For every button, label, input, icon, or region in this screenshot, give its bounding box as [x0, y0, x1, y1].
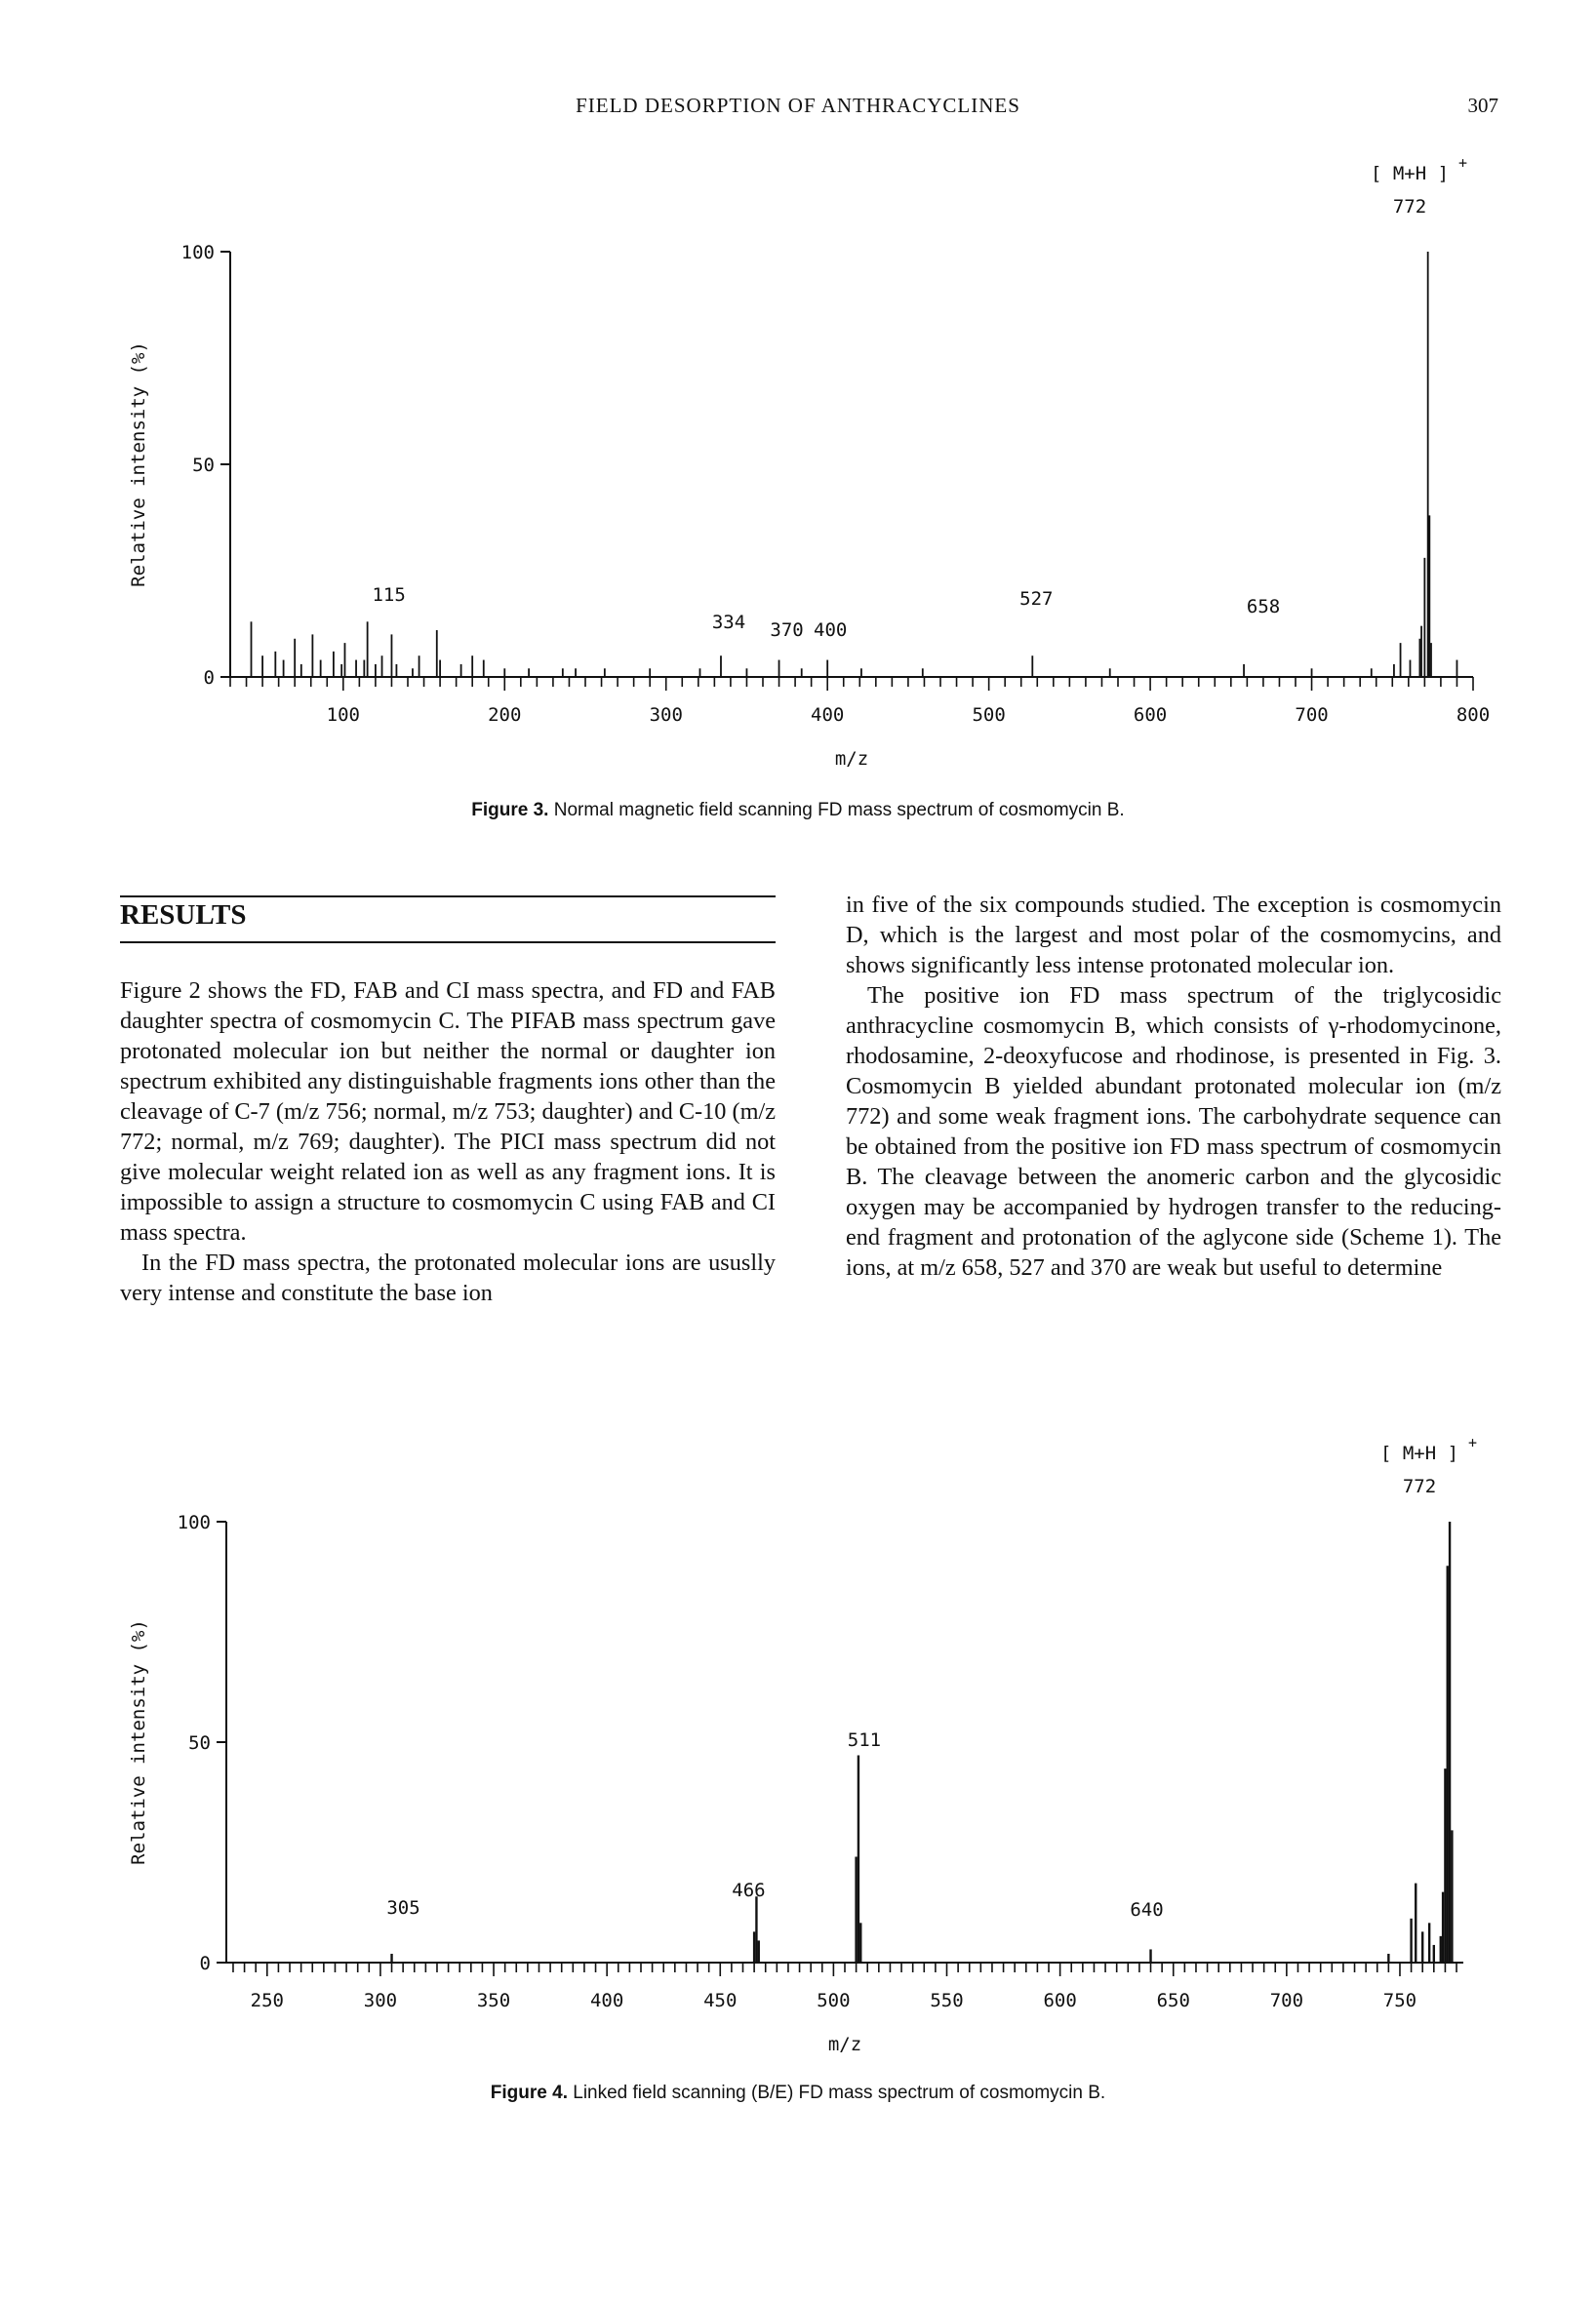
x-tick-label: 400: [811, 704, 844, 726]
peak-label: 115: [372, 584, 405, 606]
molecular-ion-value: 772: [1403, 1476, 1436, 1497]
figure-3-caption: Figure 3. Normal magnetic field scanning…: [0, 800, 1596, 821]
x-tick-label: 300: [650, 704, 683, 726]
y-axis-label: Relative intensity (%): [128, 1619, 149, 1865]
figure-4: 100 50 0 250 300 350 400 450 500 550 600 650 700 750 R…: [0, 1434, 1596, 2097]
results-left-paragraph-2: In the FD mass spectra, the protonated m…: [120, 1250, 776, 1306]
x-tick-label: 400: [590, 1990, 623, 2011]
running-title: FIELD DESORPTION OF ANTHRACYCLINES: [576, 94, 1020, 117]
x-tick-label: 300: [364, 1990, 397, 2011]
figure-4-caption-text: Linked field scanning (B/E) FD mass spec…: [567, 2083, 1106, 2103]
x-tick-label: 700: [1295, 704, 1328, 726]
peak-label: 305: [386, 1897, 419, 1919]
peak-label: 370: [770, 619, 803, 641]
molecular-ion-value: 772: [1393, 196, 1426, 218]
x-axis-label: m/z: [835, 748, 868, 770]
peak-label: 400: [814, 619, 847, 641]
y-tick-label: 50: [192, 455, 215, 476]
peak-label: 334: [712, 612, 745, 633]
figure-3-caption-text: Normal magnetic field scanning FD mass s…: [548, 800, 1125, 820]
x-tick-label: 200: [488, 704, 521, 726]
y-tick-label: 0: [204, 667, 215, 689]
results-left-column: Figure 2 shows the FD, FAB and CI mass s…: [120, 975, 776, 1308]
y-tick-label: 100: [181, 242, 215, 263]
x-tick-label: 100: [327, 704, 360, 726]
x-tick-label: 550: [930, 1990, 963, 2011]
results-rule-bottom: [120, 941, 776, 943]
y-axis-label: Relative intensity (%): [128, 341, 149, 587]
x-tick-label: 750: [1383, 1990, 1416, 2011]
figure-3-caption-label: Figure 3.: [471, 800, 549, 820]
running-head: FIELD DESORPTION OF ANTHRACYCLINES 307: [0, 94, 1596, 123]
y-tick-label: 50: [188, 1732, 211, 1754]
figure-4-caption: Figure 4. Linked field scanning (B/E) FD…: [0, 2083, 1596, 2104]
results-heading: RESULTS: [120, 899, 247, 931]
x-tick-label: 800: [1456, 704, 1490, 726]
results-right-paragraph-2: The positive ion FD mass spectrum of the…: [846, 982, 1501, 1281]
x-tick-label: 650: [1157, 1990, 1190, 2011]
x-tick-label: 700: [1270, 1990, 1303, 2011]
figure-3: 100 50 0 100 200 300 400 500 600 700 800 Relative i…: [0, 146, 1596, 839]
x-tick-label: 600: [1043, 1990, 1076, 2011]
y-tick-label: 0: [200, 1953, 211, 1974]
y-tick-label: 100: [178, 1512, 211, 1533]
figure-4-caption-label: Figure 4.: [490, 2083, 568, 2103]
x-tick-label: 500: [817, 1990, 850, 2011]
peak-label: 466: [732, 1880, 765, 1901]
peak-label: 640: [1130, 1899, 1163, 1921]
x-tick-label: 600: [1134, 704, 1167, 726]
peak-label: 527: [1019, 588, 1053, 610]
peak-label: 511: [848, 1729, 881, 1751]
x-tick-label: 250: [251, 1990, 284, 2011]
peak-label: 658: [1247, 596, 1280, 617]
results-rule-top: [120, 895, 776, 897]
molecular-ion-label: [ M+H ]: [1380, 1443, 1458, 1464]
x-tick-label: 350: [477, 1990, 510, 2011]
x-tick-label: 500: [972, 704, 1005, 726]
results-right-paragraph-1: in five of the six compounds studied. Th…: [846, 892, 1501, 978]
page-number: 307: [1467, 94, 1499, 117]
molecular-ion-charge: +: [1458, 154, 1467, 172]
x-tick-label: 450: [703, 1990, 737, 2011]
molecular-ion-label: [ M+H ]: [1371, 163, 1449, 184]
results-left-paragraph-1: Figure 2 shows the FD, FAB and CI mass s…: [120, 977, 777, 1246]
results-right-column: in five of the six compounds studied. Th…: [846, 890, 1501, 1283]
x-axis-label: m/z: [828, 2034, 861, 2055]
molecular-ion-charge: +: [1468, 1434, 1477, 1451]
